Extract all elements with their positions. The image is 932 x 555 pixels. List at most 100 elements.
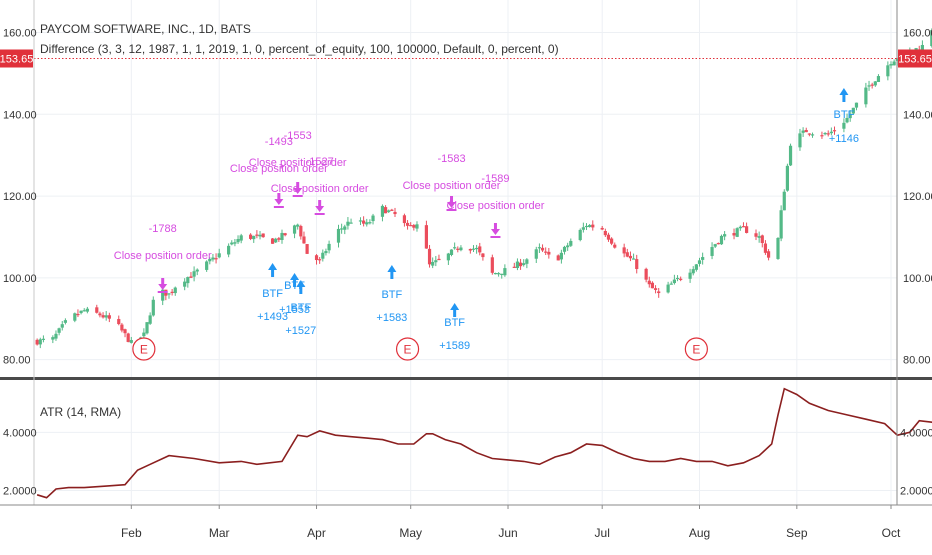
buy-signal-label: BTF <box>444 317 465 329</box>
candle-body <box>867 85 871 87</box>
up-arrow-icon <box>839 88 849 102</box>
candle-body <box>635 259 639 270</box>
y-tick-label-right: 80.00 <box>903 355 931 367</box>
atr-title: ATR (14, RMA) <box>40 405 121 419</box>
candle-body <box>459 247 463 251</box>
candle-body <box>760 235 764 244</box>
candle-body <box>650 282 655 289</box>
candle-body <box>886 65 890 77</box>
candle-body <box>716 243 720 245</box>
candle-body <box>117 319 121 325</box>
candle-body <box>208 258 212 262</box>
candle-body <box>274 238 278 243</box>
candle-body <box>741 226 746 228</box>
candle-body <box>628 255 633 259</box>
candle-body <box>129 340 133 343</box>
candle-body <box>613 244 617 248</box>
candle-body <box>258 234 262 237</box>
candle-body <box>675 277 680 280</box>
candle-body <box>870 84 874 86</box>
candle-body <box>566 245 570 248</box>
candle-body <box>255 234 259 236</box>
y-tick-label-left: 100.00 <box>3 273 37 285</box>
symbol-title: PAYCOM SOFTWARE, INC., 1D, BATS <box>40 22 251 36</box>
candle-body <box>766 251 771 258</box>
candle-body <box>346 221 350 226</box>
candle-body <box>829 131 833 134</box>
candle-body <box>79 310 83 314</box>
x-tick-label: Jun <box>498 526 517 540</box>
candle-body <box>810 134 815 136</box>
candle-body <box>820 135 824 137</box>
x-tick-label: May <box>399 526 422 540</box>
candle-body <box>305 244 309 254</box>
candle-body <box>851 107 855 114</box>
last-price-badge-right <box>898 49 932 68</box>
candle-body <box>688 272 692 279</box>
candle-body <box>525 259 529 264</box>
candle-body <box>892 61 896 66</box>
candle-body <box>270 238 275 244</box>
candle-body <box>779 210 783 239</box>
earnings-marker-icon <box>132 337 156 361</box>
close-signal-value: -1493 <box>265 136 293 148</box>
candle-body <box>252 235 256 240</box>
candle-body <box>503 268 507 276</box>
candle-body <box>475 247 479 250</box>
candle-body <box>456 248 460 250</box>
candle-body <box>657 291 661 294</box>
candle-body <box>776 237 780 259</box>
atr-pane[interactable]: ATR (14, RMA) <box>36 387 932 499</box>
candle-body <box>556 255 560 261</box>
candle-body <box>123 329 127 334</box>
candle-body <box>120 324 124 331</box>
candle-body <box>515 261 520 269</box>
candle-body <box>104 315 108 318</box>
y-tick-label-left: 160.00 <box>3 28 37 40</box>
candle-body <box>578 229 582 241</box>
candle-body <box>723 234 727 237</box>
candle-body <box>701 257 705 260</box>
candle-body <box>666 284 670 293</box>
candle-body <box>540 247 545 251</box>
candle-body <box>622 247 626 254</box>
candle-body <box>236 239 240 243</box>
close-signal-label: Close position order <box>447 200 545 212</box>
close-signal-label: Close position order <box>114 250 212 262</box>
candle-body <box>798 133 802 148</box>
candle-body <box>38 339 42 345</box>
y-tick-label-right: 100.00 <box>903 273 932 285</box>
last-price-label-right: 153.65 <box>898 53 932 65</box>
candle-body <box>362 220 366 224</box>
buy-signal-value: +1553 <box>279 304 310 316</box>
earnings-marker-icon <box>395 337 420 361</box>
candle-body <box>239 235 243 241</box>
candle-body <box>437 258 441 261</box>
candle-body <box>173 287 177 294</box>
close-signal-value: -1589 <box>481 173 509 185</box>
candle-body <box>261 233 265 238</box>
up-arrow-icon <box>268 263 278 277</box>
candle-body <box>823 132 827 135</box>
candle-body <box>151 299 155 316</box>
candle-body <box>393 211 397 215</box>
candle-body <box>697 260 702 264</box>
x-tick-label: Mar <box>209 526 230 540</box>
buy-signal-value: +1583 <box>376 312 407 324</box>
candle-body <box>801 130 805 133</box>
candle-body <box>647 280 651 285</box>
candle-body <box>562 246 567 252</box>
candle-body <box>205 261 209 270</box>
candle-body <box>54 333 58 339</box>
candle-body <box>145 322 149 334</box>
up-arrow-icon <box>450 303 460 317</box>
candle-body <box>336 228 341 243</box>
candle-body <box>402 215 407 224</box>
candle-body <box>76 313 80 316</box>
candle-body <box>679 278 683 280</box>
candle-body <box>283 233 287 236</box>
buy-signal-value: +1527 <box>285 325 316 337</box>
close-signal-label: Close position order <box>230 163 328 175</box>
candle-body <box>631 258 636 260</box>
